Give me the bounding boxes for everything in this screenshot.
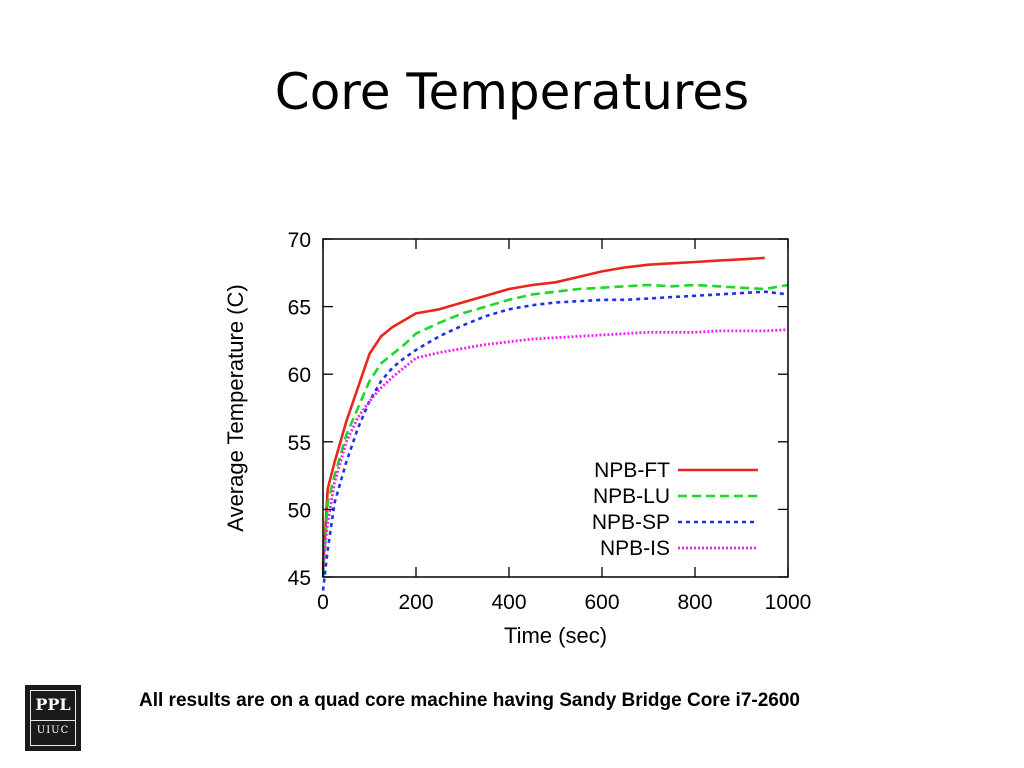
logo-divider: [31, 720, 75, 721]
y-tick-label: 65: [288, 297, 311, 320]
logo-bottom-text: UIUC: [36, 725, 70, 736]
y-tick-label: 50: [288, 499, 311, 522]
y-tick-label: 55: [288, 432, 311, 455]
footnote: All results are on a quad core machine h…: [139, 690, 800, 711]
x-tick-label: 0: [317, 591, 329, 614]
series-line-npb-sp: [321, 290, 789, 591]
x-tick-label: 200: [398, 591, 433, 614]
legend-label-npb-is: NPB-IS: [600, 537, 670, 560]
legend-label-npb-ft: NPB-FT: [594, 459, 670, 482]
x-tick-label: 600: [584, 591, 619, 614]
temperature-chart: 45 50 55 60 65 70 0 200 400 600 800 1000 Time (sec) A…: [210, 220, 830, 650]
legend-label-npb-sp: NPB-SP: [592, 511, 670, 534]
x-tick-label: 400: [491, 591, 526, 614]
x-tick-label: 1000: [765, 591, 812, 614]
series-line-npb-is: [321, 328, 789, 564]
x-tick-label: 800: [677, 591, 712, 614]
series-line-npb-lu: [321, 283, 789, 578]
x-axis-label: Time (sec): [504, 623, 607, 648]
y-tick-label: 70: [288, 229, 311, 252]
logo-top-text: PPL: [35, 695, 71, 714]
chart-svg: 45 50 55 60 65 70 0 200 400 600 800 1000 Time (sec) A…: [223, 229, 812, 648]
series-line-npb-ft: [321, 256, 765, 571]
y-tick-label: 60: [288, 364, 311, 387]
legend-label-npb-lu: NPB-LU: [593, 485, 670, 508]
slide-title: Core Temperatures: [274, 63, 750, 121]
y-tick-label: 45: [288, 567, 311, 590]
ppl-uiuc-logo-icon: PPL UIUC: [25, 685, 81, 751]
y-axis-label: Average Temperature (C): [223, 284, 248, 531]
plot-frame: [322, 238, 789, 578]
logo-frame: [30, 690, 76, 746]
